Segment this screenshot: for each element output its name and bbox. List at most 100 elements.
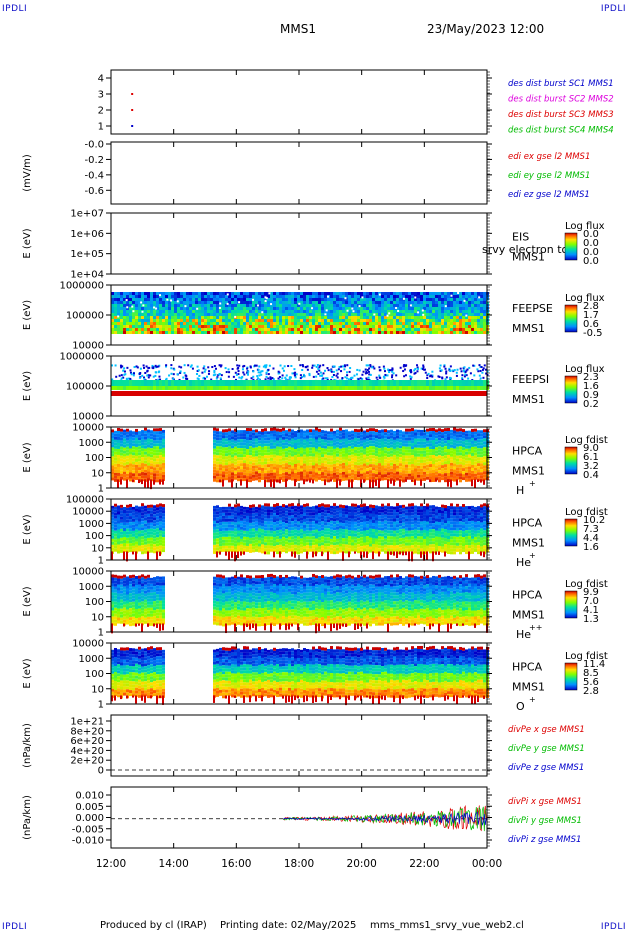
colorbar: [564, 518, 578, 547]
burst-point: [131, 125, 134, 127]
colorbar-tick-label: 0.0: [583, 238, 599, 249]
y-tick-label: 0.005: [75, 802, 104, 813]
y-tick-label: 1e+05: [70, 249, 104, 260]
y-tick-label: 0: [98, 766, 104, 777]
legend-entry: divPi x gse MMS1: [508, 797, 582, 807]
side-label-spacecraft: MMS1: [512, 537, 545, 550]
y-tick-label: 100: [85, 669, 104, 680]
species-label: He: [516, 556, 531, 569]
side-label-instrument: FEEPSE: [512, 302, 553, 315]
side-label-spacecraft: MMS1: [512, 393, 545, 406]
y-tick-label: 0.000: [75, 813, 104, 824]
legend-entry: edi ey gse l2 MMS1: [508, 171, 590, 181]
y-tick-label: 1000: [79, 582, 104, 593]
species-charge-label: +: [529, 695, 536, 704]
legend-entry: edi ez gse l2 MMS1: [508, 190, 590, 200]
y-axis-label: (nPa/km): [22, 723, 33, 768]
colorbar-title: Log fdist: [565, 651, 608, 662]
y-tick-label: 1: [98, 628, 104, 639]
colorbar-tick-label: 2.8: [583, 686, 599, 697]
side-label-instrument: HPCA: [512, 660, 543, 673]
y-tick-label: 10: [91, 468, 104, 479]
colorbar-tick-label: 0.6: [583, 319, 599, 330]
time-tick-label: 12:00: [96, 858, 126, 870]
colorbar: [564, 232, 578, 261]
colorbar-tick-label: 9.9: [583, 587, 599, 598]
legend-entry: divPi z gse MMS1: [508, 835, 581, 845]
y-tick-label: 1000: [79, 654, 104, 665]
y-tick-label: 4e+20: [70, 746, 104, 757]
burst-point: [131, 93, 134, 95]
species-charge-label: +: [529, 479, 536, 488]
side-label-instrument: HPCA: [512, 588, 543, 601]
colorbar-tick-label: 2.8: [583, 301, 599, 312]
y-tick-label: 10000: [72, 507, 104, 518]
legend-entry: des dist burst SC1 MMS1: [508, 79, 614, 89]
y-axis-label: E (eV): [22, 586, 33, 616]
colorbar-title: Log fdist: [565, 579, 608, 590]
colorbar-tick-label: 0.0: [583, 247, 599, 258]
colorbar: [564, 304, 578, 333]
y-axis-label: (nPa/km): [22, 795, 33, 840]
y-tick-label: 6e+20: [70, 736, 104, 747]
y-tick-label: 2: [98, 106, 104, 117]
y-tick-label: 10000: [72, 341, 104, 352]
panel-frame: [110, 69, 488, 135]
panel-frame: [110, 141, 488, 205]
burst-point: [131, 109, 134, 111]
corner-label-bottom-right: IPDLI: [600, 922, 626, 932]
y-tick-label: 100000: [66, 495, 104, 506]
y-tick-label: 100000: [66, 382, 104, 393]
time-tick-label: 14:00: [159, 858, 189, 870]
y-tick-label: 2e+20: [70, 756, 104, 767]
colorbar-tick-label: 11.4: [583, 659, 605, 670]
colorbar-tick-label: 5.6: [583, 677, 599, 688]
time-tick-label: 00:00: [472, 858, 502, 870]
species-label: He: [516, 628, 531, 641]
y-axis-label: E (eV): [22, 514, 33, 544]
y-tick-label: 100: [85, 597, 104, 608]
footer-produced-by: Produced by cl (IRAP): [100, 920, 207, 931]
species-label: H: [516, 484, 524, 497]
panel-edi: -0.0 -0.2 -0.4 -0.6 (mV/m) edi ex gse l2 MMS1…: [22, 140, 590, 205]
y-tick-label: -0.010: [72, 836, 104, 847]
spectrogram-hpca_he2: [111, 573, 489, 634]
colorbar-tick-label: -0.5: [583, 328, 603, 339]
legend-entry: des dist burst SC3 MMS3: [508, 110, 614, 120]
side-label-instrument: FEEPSI: [512, 373, 549, 386]
colorbar-tick-label: 6.1: [583, 452, 599, 463]
colorbar-tick-label: 0.9: [583, 390, 599, 401]
legend-entry: divPi y gse MMS1: [508, 816, 582, 826]
colorbar-tick-label: 0.4: [583, 470, 599, 481]
side-label-instrument: HPCA: [512, 516, 543, 529]
y-tick-label: 100: [85, 531, 104, 542]
y-tick-label: 1: [98, 556, 104, 567]
colorbar-title: Log fdist: [565, 435, 608, 446]
colorbar-tick-label: 7.3: [583, 524, 599, 535]
divpi-series-blue: [283, 811, 487, 826]
side-label-spacecraft: MMS1: [512, 465, 545, 478]
colorbar-tick-label: 0.0: [583, 256, 599, 267]
panel-frame: [110, 714, 488, 777]
date-title: 23/May/2023 12:00: [427, 22, 545, 36]
y-axis-label: E (eV): [22, 371, 33, 401]
species-charge-label: +: [529, 551, 536, 560]
mission-title: MMS1: [280, 22, 316, 36]
side-label-spacecraft: MMS1: [512, 681, 545, 694]
y-tick-label: 1000: [79, 438, 104, 449]
time-tick-label: 16:00: [221, 858, 251, 870]
panel-burst: 4 3 2 1 des dist burst SC1 MMS1 des dist burs…: [98, 69, 614, 136]
y-axis-label: E (eV): [22, 442, 33, 472]
y-tick-label: 10: [91, 684, 104, 695]
y-tick-label: 10000: [72, 423, 104, 434]
side-label-instrument: HPCA: [512, 444, 543, 457]
y-axis-label: E (eV): [22, 658, 33, 688]
side-label-instrument: EIS: [512, 230, 529, 243]
y-tick-label: 1000000: [59, 281, 104, 292]
